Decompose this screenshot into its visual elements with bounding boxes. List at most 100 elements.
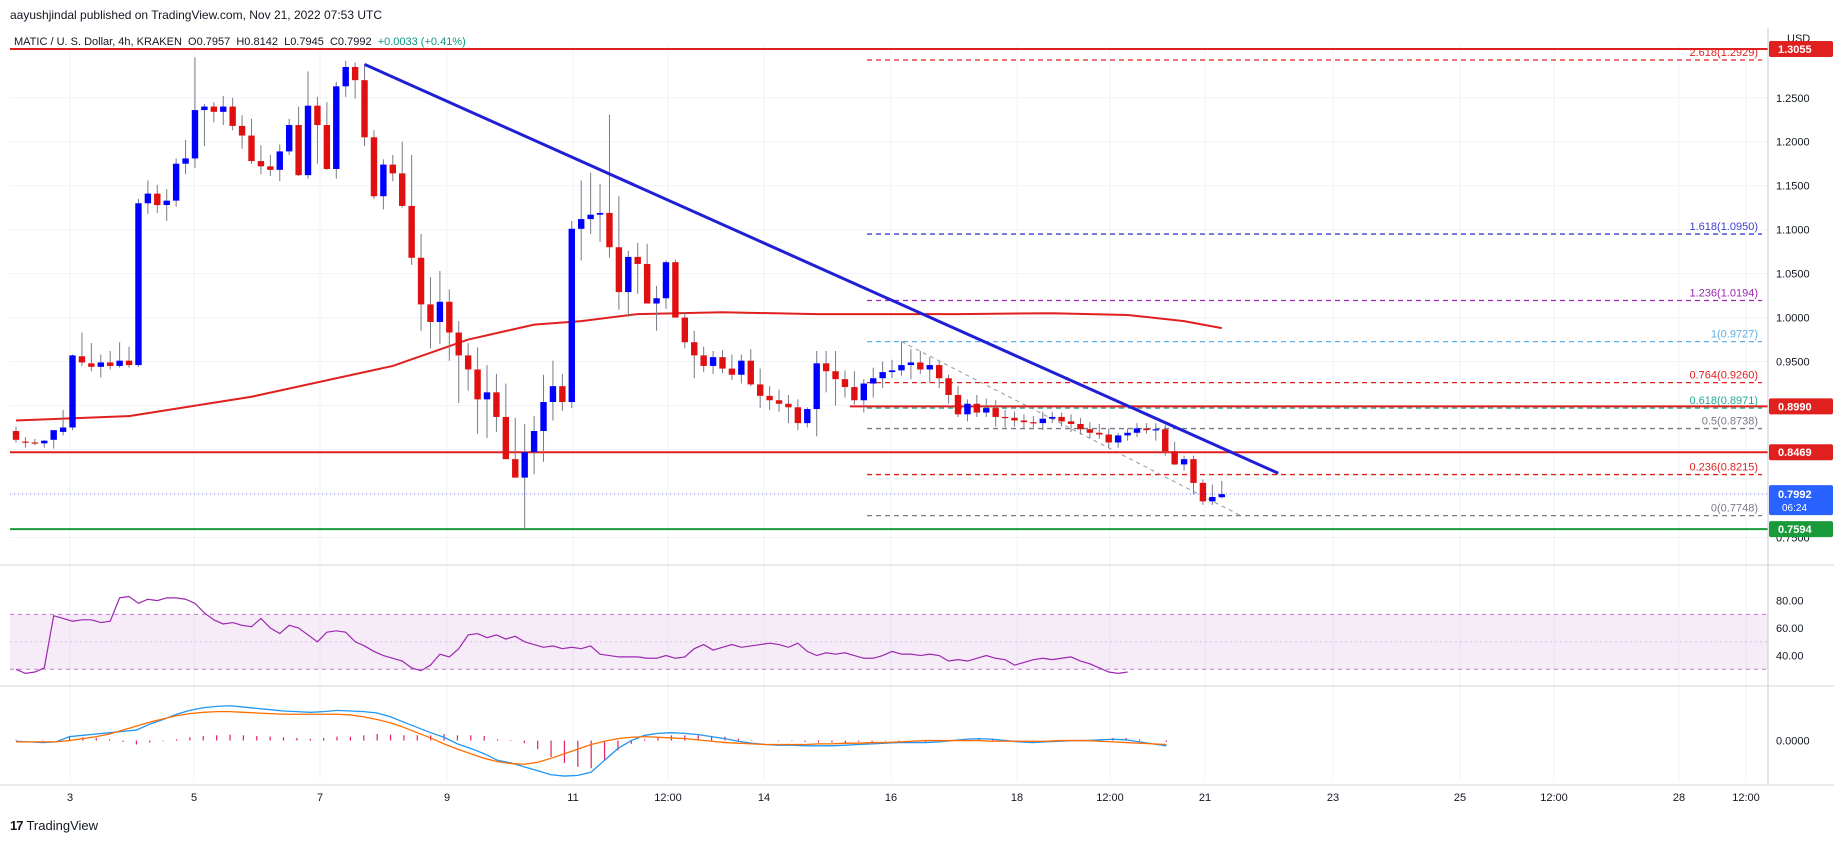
time-tick-label: 12:00 [1540,792,1568,804]
candle-up [813,363,820,410]
candle-up [907,362,915,366]
fib-level-label: 2.618(1.2929) [1690,47,1759,59]
candle-down [229,106,236,126]
candle-down [775,400,783,404]
candle-down [691,342,698,356]
candle-up [568,228,575,402]
candle-up [983,408,990,413]
candle-down [700,355,707,366]
candle-up [276,151,283,170]
candle-down [464,355,472,370]
price-tick-label: 0.9500 [1776,357,1810,369]
candle-down [12,431,20,440]
candle-down [154,193,161,206]
candle-down [351,66,359,81]
candle-down [672,262,679,318]
candle-down [1030,422,1037,424]
time-tick-label: 12:00 [1732,792,1760,804]
trendline [363,62,1279,475]
rsi-tick-label: 60.00 [1776,623,1804,635]
time-tick-label: 18 [1011,792,1023,804]
grid-lines [10,45,1768,780]
symbol-name[interactable]: MATIC / U. S. Dollar, 4h, KRAKEN [14,36,182,48]
time-tick-label: 23 [1327,792,1339,804]
price-tick-label: 1.0000 [1776,313,1810,325]
candle-down [766,395,773,401]
candle-down [851,387,858,401]
candle-down [417,257,425,305]
candle-down [78,356,86,363]
brand-label: TradingView [26,818,99,833]
fib-level-label: 0.618(0.8971) [1690,395,1759,407]
candle-up [587,214,594,220]
candle-down [615,247,623,293]
ohlc-open: O0.7957 [188,36,231,48]
candle-down [474,369,481,400]
candle-down [1190,459,1197,483]
time-axis: 3 5 7 9 11 12:00 14 16 18 12:00 21 23 25 12:00 28 12:00 [67,792,1760,804]
candle-down [22,441,29,443]
candle-down [634,256,641,264]
candle-down [945,378,952,395]
candle-down [446,301,453,333]
candle-up [578,219,585,229]
candle-up [191,110,199,159]
rsi-tick-label: 80.00 [1776,596,1804,608]
price-tick-label: 1.2500 [1776,93,1810,105]
fib-level-label: 1.618(1.0950) [1690,221,1759,233]
last-price-label: 0.7992 [1778,489,1812,501]
candle-up [804,409,811,424]
candle-down [125,360,133,366]
rsi-overbought-band [10,614,1768,670]
candle-down [917,362,924,370]
candle-up [50,430,57,440]
time-tick-label: 16 [885,792,897,804]
ma-line [15,311,1222,422]
candle-down [31,442,39,444]
candle-down [427,304,434,322]
candle-down [559,386,566,402]
candle-down [1086,429,1094,433]
candle-up [879,372,886,379]
candle-up [144,193,152,204]
time-tick-label: 21 [1199,792,1211,804]
candles [12,57,1225,531]
candle-down [238,125,246,136]
fib-level-label: 0.236(0.8215) [1690,462,1759,474]
candle-down [248,135,255,162]
candle-down [756,384,764,396]
time-tick-label: 9 [444,792,450,804]
time-tick-label: 7 [317,792,323,804]
candle-down [992,408,999,417]
publisher-line: aayushjindal published on TradingView.co… [10,8,383,22]
macd-pane [15,705,1167,777]
candle-down [257,161,265,167]
candle-down [295,125,302,176]
candle-down [361,80,368,138]
candle-up [333,86,340,169]
price-tag-label: 0.8469 [1778,447,1812,459]
tv-mark-icon: 17 [10,818,24,833]
candle-down [389,164,396,174]
candle-down [747,360,754,385]
candle-up [625,256,632,293]
symbol-legend[interactable]: MATIC / U. S. Dollar, 4h, KRAKEN O0.7957… [14,36,466,48]
price-tick-label: 1.2000 [1776,137,1810,149]
price-change: +0.0033 (+0.41%) [377,36,466,48]
candle-up [41,440,48,444]
time-tick-label: 5 [191,792,197,804]
candle-up [182,158,189,164]
fib-level-label: 1.236(1.0194) [1690,288,1759,300]
price-tag-label: 0.7594 [1778,524,1813,536]
candle-up [926,365,933,370]
price-tick-label: 1.1500 [1776,181,1810,193]
candle-up [540,402,547,432]
candle-down [323,125,331,169]
candle-up [59,427,67,432]
candle-down [267,166,274,170]
candle-down [493,392,500,417]
candle-down [1077,423,1084,430]
tradingview-logo[interactable]: 17 TradingView [10,818,98,833]
candle-down [1020,420,1028,423]
